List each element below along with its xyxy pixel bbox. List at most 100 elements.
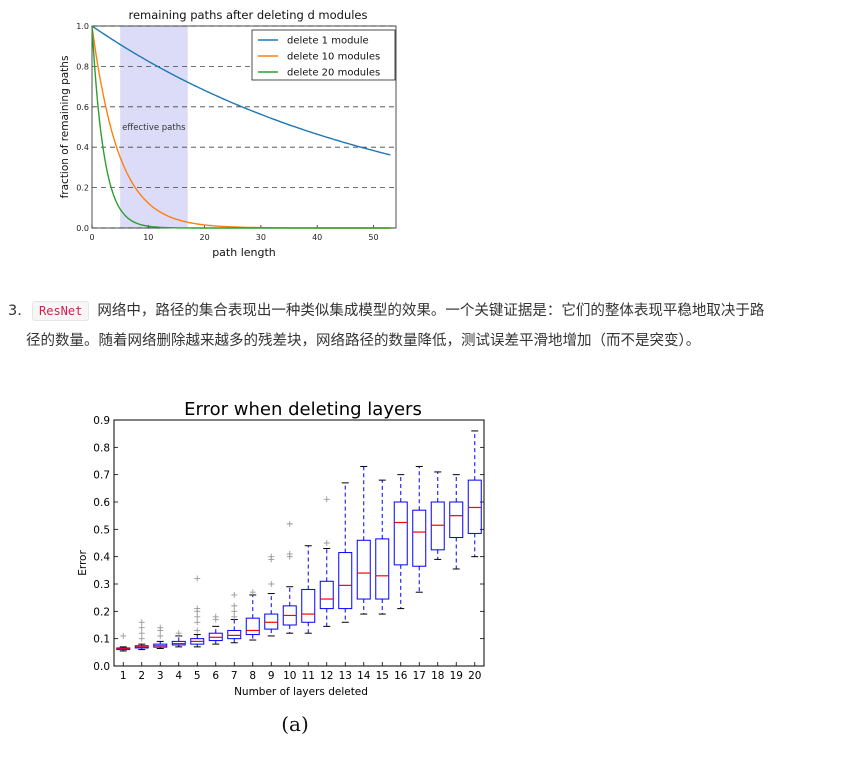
x-tick-label: 8 (249, 670, 256, 682)
outlier-marker (194, 605, 201, 612)
x-tick-label: 15 (376, 670, 389, 682)
outlier-marker (194, 575, 201, 582)
box (319, 580, 334, 610)
x-tick-label: 7 (231, 670, 238, 682)
box (467, 479, 482, 534)
x-tick-label: 2 (138, 670, 145, 682)
x-tick-label: 14 (357, 670, 371, 682)
x-tick-label: 11 (302, 670, 315, 682)
series-line-delete-1-module (91, 25, 391, 156)
box (171, 640, 186, 646)
outlier-marker (231, 602, 238, 609)
plot-frame (113, 419, 485, 667)
box (134, 645, 149, 649)
outlier-marker (323, 496, 330, 503)
x-tick-label: 6 (212, 670, 219, 682)
y-tick-label: 0.8 (93, 442, 110, 454)
remaining-paths-chart: 0.0 0.2 0.4 0.6 0.8 1.0 0 10 20 30 40 50 effective p… (59, 8, 397, 259)
outlier-marker (138, 619, 145, 626)
outlier-marker (286, 520, 293, 527)
x-tick-label: 50 (368, 233, 378, 242)
outlier-marker (212, 613, 219, 620)
x-tick-label: 17 (413, 670, 426, 682)
chart-title: Error when deleting layers (184, 399, 422, 420)
paragraph-line-1: 网络中，路径的集合表现出一种类似集成模型的效果。一个关键证据是：它们的整体表现平… (97, 303, 765, 319)
y-tick-label: 0.0 (76, 224, 89, 233)
x-tick-label: 19 (450, 670, 463, 682)
y-tick-label: 0.0 (93, 661, 110, 673)
box (412, 509, 427, 567)
x-tick-label: 3 (157, 670, 164, 682)
outlier-marker (268, 553, 275, 560)
y-tick-label: 1.0 (76, 22, 89, 31)
x-tick-label: 20 (468, 670, 481, 682)
y-tick-label: 0.2 (76, 184, 89, 193)
x-axis-label: path length (212, 246, 276, 259)
y-tick-label: 0.4 (76, 143, 89, 152)
x-tick-label: 30 (256, 233, 266, 242)
list-number: 3. (8, 303, 22, 319)
x-tick-label: 0 (89, 233, 94, 242)
box (375, 538, 390, 600)
outlier-marker (138, 624, 145, 631)
box (356, 539, 371, 600)
box (282, 605, 297, 626)
y-tick-label: 0.1 (93, 634, 110, 646)
box (227, 629, 242, 640)
x-axis-label: Number of layers deleted (234, 686, 368, 698)
outlier-marker (268, 556, 275, 563)
x-tick-label: 40 (312, 233, 322, 242)
outlier-marker (286, 553, 293, 560)
x-tick-label: 16 (394, 670, 408, 682)
x-tick-label: 5 (194, 670, 201, 682)
box (430, 501, 445, 551)
outlier-marker (157, 632, 164, 639)
box (208, 632, 223, 642)
outlier-marker (138, 630, 145, 637)
outlier-marker (157, 627, 164, 634)
chart-title: remaining paths after deleting d modules (128, 8, 367, 22)
box (393, 501, 408, 566)
outlier-marker (157, 624, 164, 631)
outlier-marker (194, 627, 201, 634)
x-tick-label: 4 (175, 670, 182, 682)
y-tick-label: 0.6 (93, 497, 110, 509)
outlier-marker (249, 589, 256, 596)
x-tick-label: 13 (339, 670, 352, 682)
outlier-marker (194, 619, 201, 626)
outlier-marker (138, 635, 145, 642)
x-tick-label: 18 (431, 670, 444, 682)
box (153, 643, 168, 648)
box (301, 588, 316, 623)
y-tick-label: 0.8 (76, 62, 89, 71)
y-tick-label: 0.7 (93, 470, 110, 482)
legend-label: delete 20 modules (287, 68, 380, 79)
box (338, 552, 353, 610)
x-tick-label: 9 (268, 670, 275, 682)
y-tick-label: 0.5 (93, 524, 110, 536)
y-tick-label: 0.9 (93, 415, 110, 427)
y-axis-label: Error (77, 550, 89, 576)
resnet-code-tag: ResNet (32, 301, 90, 321)
outlier-marker (231, 613, 238, 620)
outlier-marker (120, 632, 127, 639)
y-tick-label: 0.2 (93, 606, 110, 618)
legend-label: delete 10 modules (287, 52, 380, 63)
outlier-marker (323, 540, 330, 546)
outlier-marker (268, 581, 275, 587)
figure-caption: (a) (281, 712, 309, 736)
outlier-marker (175, 630, 182, 637)
outlier-marker (231, 591, 238, 598)
series-line-delete-20-modules (91, 25, 391, 229)
box (190, 638, 205, 645)
outlier-marker (194, 608, 201, 615)
box (116, 647, 131, 651)
x-tick-label: 12 (320, 670, 333, 682)
effective-paths-region (120, 26, 188, 228)
legend-label: delete 1 module (287, 36, 369, 47)
box (245, 617, 260, 636)
paragraph-line-2: 径的数量。随着网络删除越来越多的残差块，网络路径的数量降低，测试误差平滑地增加（… (26, 333, 701, 349)
effective-paths-annotation: effective paths (122, 123, 186, 133)
box (264, 613, 279, 630)
x-tick-label: 10 (283, 670, 296, 682)
